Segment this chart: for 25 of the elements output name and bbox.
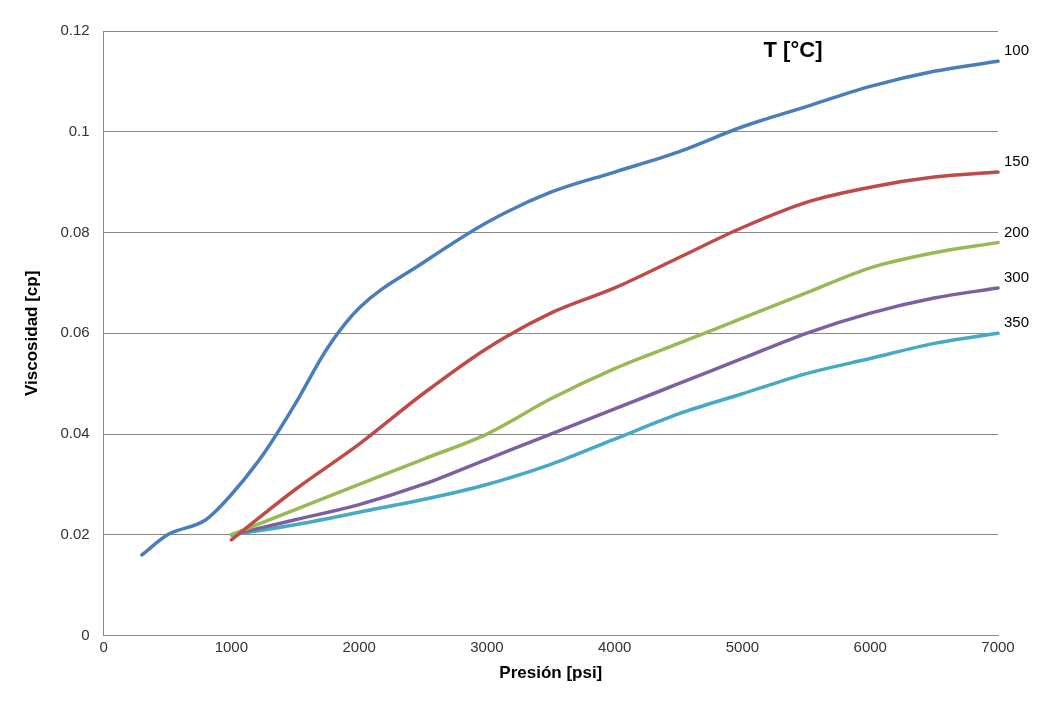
- x-tick-label: 1000: [214, 637, 249, 655]
- y-tick-label: 0.12: [60, 21, 90, 39]
- y-tick-label: 0.02: [60, 524, 90, 542]
- x-tick-label: 2000: [342, 637, 376, 655]
- series-label: 300: [1004, 268, 1030, 286]
- line-series: [229, 240, 1000, 537]
- y-tick-label: 0.08: [60, 222, 90, 240]
- series-label: 350: [1004, 313, 1030, 331]
- x-tick-label: 6000: [853, 637, 887, 655]
- series-label: 150: [1004, 152, 1030, 170]
- x-axis-title: Presión [psi]: [499, 663, 603, 683]
- x-tick-label: 5000: [725, 637, 760, 655]
- series-label: 200: [1004, 222, 1030, 240]
- y-tick-label: 0: [81, 625, 90, 643]
- x-tick-label: 3000: [470, 637, 504, 655]
- y-tick-label: 0.06: [60, 323, 90, 341]
- y-tick-label: 0.04: [60, 424, 90, 442]
- legend-title: T [°C]: [763, 37, 823, 63]
- y-tick-label: 0.1: [68, 121, 90, 139]
- x-tick-label: 0: [99, 637, 108, 655]
- x-tick-label: 7000: [981, 637, 1015, 655]
- x-tick-label: 4000: [598, 637, 632, 655]
- y-axis-title: Viscosidad [cp]: [21, 270, 41, 396]
- line-series: [229, 170, 1000, 542]
- series-label: 100: [1004, 41, 1030, 59]
